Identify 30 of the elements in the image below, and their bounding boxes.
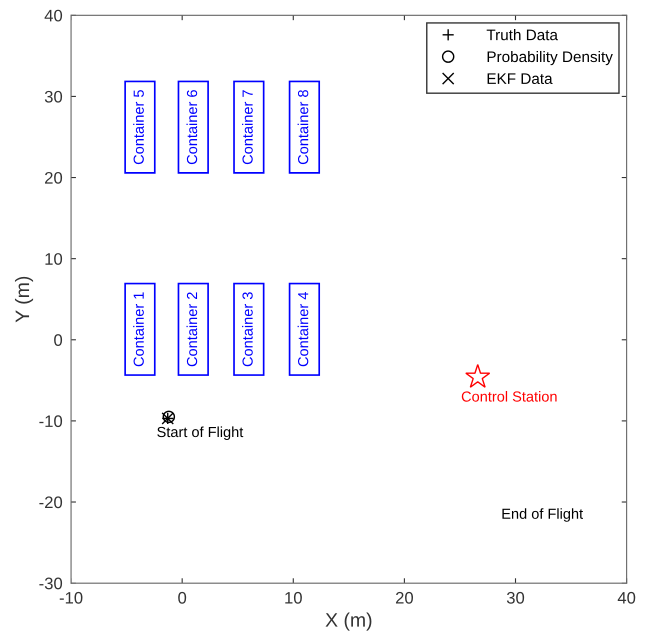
y-axis-title: Y (m): [14, 276, 34, 322]
x-tick-label: 0: [178, 592, 186, 604]
y-tick-label: -30: [39, 578, 62, 590]
y-tick-label: 30: [44, 90, 62, 103]
annotation: Container 6: [186, 90, 198, 164]
y-tick-label: 20: [45, 172, 62, 184]
x-tick-label: 10: [285, 592, 302, 604]
y-tick-label: 10: [45, 253, 62, 265]
legend-label: EKF Data: [488, 73, 553, 84]
x-tick-label: 30: [506, 592, 524, 604]
annotation: Container 8: [298, 90, 308, 164]
y-tick-label: 0: [54, 334, 62, 346]
annotation: Container 4: [298, 292, 308, 366]
x-axis-title: X (m): [326, 612, 372, 631]
annotation: Start of Flight: [157, 426, 244, 440]
y-tick-label: 40: [44, 10, 62, 22]
annotation: End of Flight: [502, 508, 584, 522]
x-tick-label: 20: [396, 592, 414, 604]
legend-label: Truth Data: [486, 29, 558, 40]
annotation: Container 7: [242, 90, 253, 164]
legend-label: Probability Density: [488, 50, 613, 66]
x-tick-label: -10: [60, 592, 82, 604]
annotation: Container 2: [186, 292, 198, 366]
y-tick-label: -10: [39, 415, 62, 428]
series-label: Control Station: [462, 390, 557, 402]
y-tick-label: -20: [39, 496, 62, 508]
annotation: Container 5: [133, 90, 144, 164]
x-tick-label: 40: [618, 592, 636, 604]
annotation: Container 1: [133, 292, 144, 366]
annotation: Container 3: [242, 292, 253, 366]
